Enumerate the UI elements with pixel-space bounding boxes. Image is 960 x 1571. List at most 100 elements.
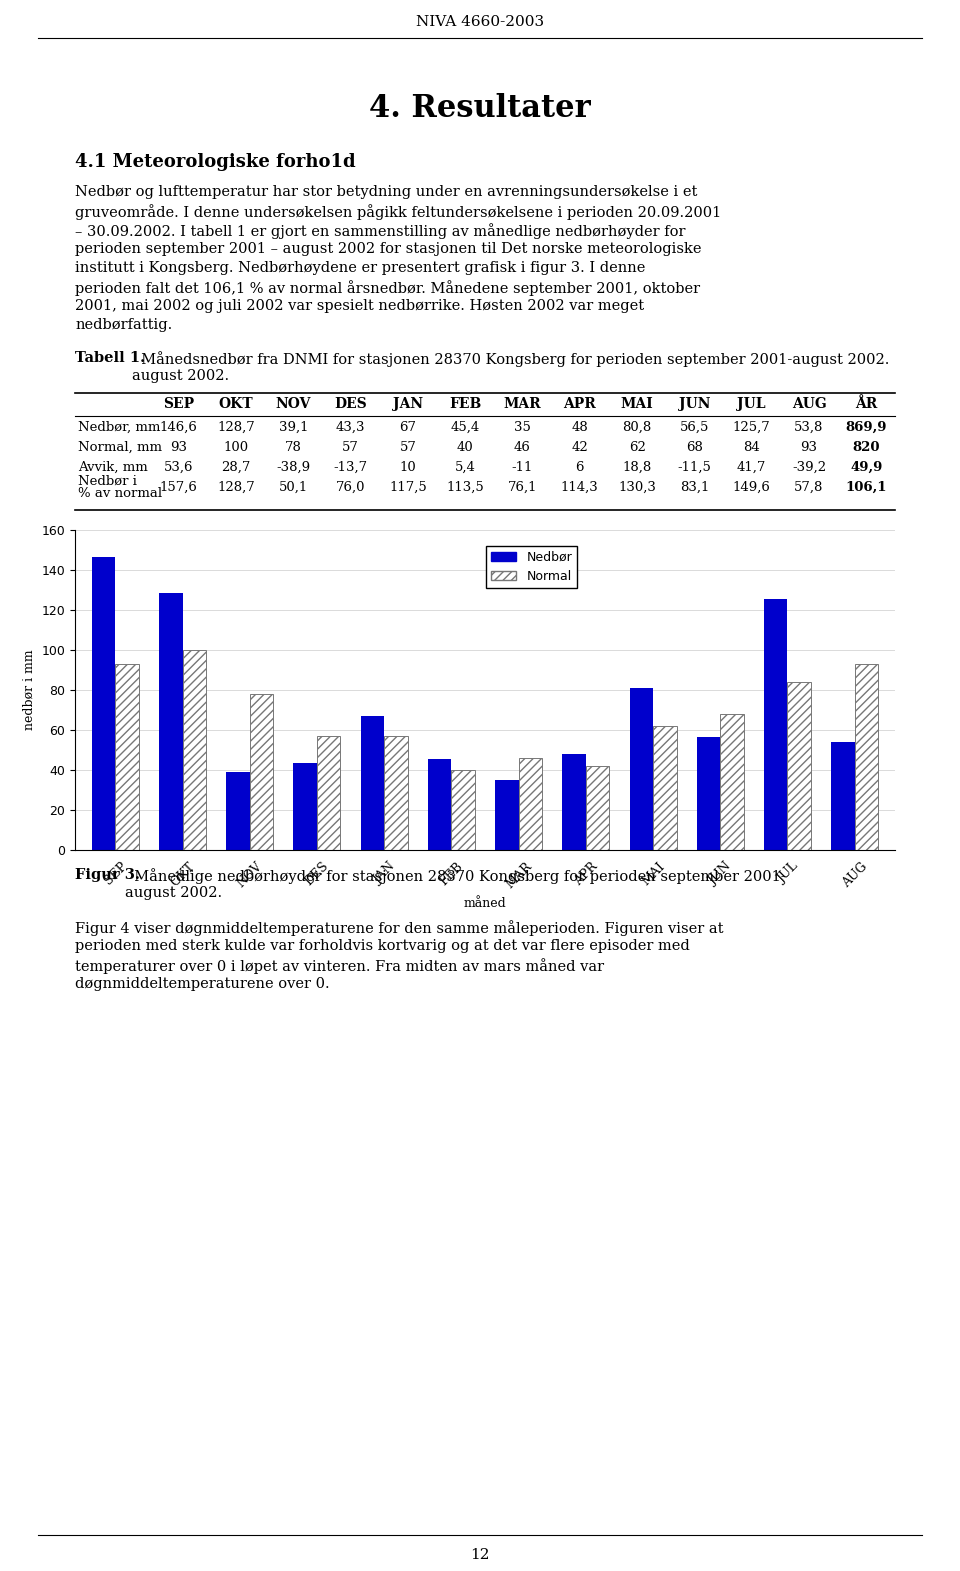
Text: 76,0: 76,0 — [336, 481, 366, 493]
Text: 39,1: 39,1 — [278, 421, 308, 434]
Text: 10: 10 — [399, 460, 417, 473]
Text: JUN: JUN — [679, 397, 710, 412]
Text: 50,1: 50,1 — [278, 481, 308, 493]
Text: 57,8: 57,8 — [794, 481, 824, 493]
Bar — [428, 759, 451, 850]
Text: Nedbør, mm: Nedbør, mm — [78, 421, 160, 434]
Bar — [451, 770, 475, 850]
Text: Nedbør og lufttemperatur har stor betydning under en avrenningsundersøkelse i et: Nedbør og lufttemperatur har stor betydn… — [75, 185, 697, 200]
Text: 128,7: 128,7 — [217, 481, 254, 493]
Bar — [115, 665, 139, 850]
Text: 2001, mai 2002 og juli 2002 var spesielt nedbørrike. Høsten 2002 var meget: 2001, mai 2002 og juli 2002 var spesielt… — [75, 298, 644, 313]
Text: 48: 48 — [571, 421, 588, 434]
Bar — [92, 556, 115, 850]
Text: 106,1: 106,1 — [846, 481, 887, 493]
Bar — [586, 767, 610, 850]
Text: MAI: MAI — [621, 397, 654, 412]
Text: institutt i Kongsberg. Nedbørhøydene er presentert grafisk i figur 3. I denne: institutt i Kongsberg. Nedbørhøydene er … — [75, 261, 645, 275]
Text: 84: 84 — [743, 440, 760, 454]
Text: NOV: NOV — [276, 397, 311, 412]
Bar — [518, 757, 542, 850]
Text: 57: 57 — [399, 440, 417, 454]
Text: 4. Resultater: 4. Resultater — [370, 93, 590, 124]
Bar — [563, 754, 586, 850]
Text: 49,9: 49,9 — [851, 460, 882, 473]
Text: 6: 6 — [576, 460, 584, 473]
X-axis label: måned: måned — [464, 897, 506, 910]
Text: august 2002.: august 2002. — [132, 369, 229, 383]
Text: -11,5: -11,5 — [678, 460, 711, 473]
Text: 46: 46 — [514, 440, 531, 454]
Text: OKT: OKT — [219, 397, 253, 412]
Text: 157,6: 157,6 — [159, 481, 198, 493]
Text: Avvik, mm: Avvik, mm — [78, 460, 148, 473]
Bar — [630, 688, 653, 850]
Text: 28,7: 28,7 — [221, 460, 251, 473]
Y-axis label: nedbør i mm: nedbør i mm — [23, 650, 36, 731]
Bar — [361, 716, 384, 850]
Text: Normal, mm: Normal, mm — [78, 440, 162, 454]
Text: NIVA 4660-2003: NIVA 4660-2003 — [416, 16, 544, 28]
Text: Figur 3.: Figur 3. — [75, 869, 140, 881]
Text: 114,3: 114,3 — [561, 481, 599, 493]
Text: -13,7: -13,7 — [333, 460, 368, 473]
Text: ÅR: ÅR — [855, 397, 877, 412]
Bar — [159, 592, 182, 850]
Text: 57: 57 — [342, 440, 359, 454]
Text: JAN: JAN — [393, 397, 423, 412]
Text: Tabell 1.: Tabell 1. — [75, 350, 145, 364]
Text: Nedbør i: Nedbør i — [78, 474, 137, 487]
Text: nedbørfattig.: nedbørfattig. — [75, 317, 172, 331]
Text: 80,8: 80,8 — [622, 421, 652, 434]
Text: SEP: SEP — [163, 397, 194, 412]
Text: perioden med sterk kulde var forholdvis kortvarig og at det var flere episoder m: perioden med sterk kulde var forholdvis … — [75, 939, 689, 954]
Bar — [317, 735, 341, 850]
Text: 78: 78 — [285, 440, 301, 454]
Text: APR: APR — [564, 397, 596, 412]
Text: perioden september 2001 – august 2002 for stasjonen til Det norske meteorologisk: perioden september 2001 – august 2002 fo… — [75, 242, 702, 256]
Bar — [831, 743, 854, 850]
Text: 4.1 Meteorologiske forho1d: 4.1 Meteorologiske forho1d — [75, 152, 355, 171]
Text: 149,6: 149,6 — [732, 481, 771, 493]
Text: AUG: AUG — [792, 397, 827, 412]
Text: 146,6: 146,6 — [159, 421, 198, 434]
Text: 100: 100 — [224, 440, 249, 454]
Text: 117,5: 117,5 — [389, 481, 427, 493]
Text: 18,8: 18,8 — [622, 460, 652, 473]
Text: 35: 35 — [514, 421, 531, 434]
Bar — [227, 771, 250, 850]
Bar — [653, 726, 677, 850]
Text: 41,7: 41,7 — [737, 460, 766, 473]
Text: 869,9: 869,9 — [846, 421, 887, 434]
Text: 43,3: 43,3 — [336, 421, 366, 434]
Text: – 30.09.2002. I tabell 1 er gjort en sammenstilling av månedlige nedbørhøyder fo: – 30.09.2002. I tabell 1 er gjort en sam… — [75, 223, 685, 239]
Bar — [720, 713, 744, 850]
Text: FEB: FEB — [449, 397, 481, 412]
Text: 5,4: 5,4 — [455, 460, 475, 473]
Legend: Nedbør, Normal: Nedbør, Normal — [487, 545, 577, 588]
Bar — [697, 737, 720, 850]
Text: 125,7: 125,7 — [732, 421, 771, 434]
Text: 40: 40 — [457, 440, 473, 454]
Text: 93: 93 — [170, 440, 187, 454]
Text: -38,9: -38,9 — [276, 460, 310, 473]
Text: august 2002.: august 2002. — [125, 886, 222, 900]
Bar — [182, 650, 206, 850]
Text: 820: 820 — [852, 440, 880, 454]
Text: 68: 68 — [686, 440, 703, 454]
Bar — [787, 682, 811, 850]
Text: MAR: MAR — [504, 397, 541, 412]
Text: -11: -11 — [512, 460, 533, 473]
Text: 12: 12 — [470, 1547, 490, 1562]
Text: 113,5: 113,5 — [446, 481, 484, 493]
Text: 83,1: 83,1 — [680, 481, 709, 493]
Text: % av normal: % av normal — [78, 487, 162, 500]
Bar — [384, 735, 408, 850]
Text: 67: 67 — [399, 421, 417, 434]
Text: 42: 42 — [571, 440, 588, 454]
Text: Månedsnedbør fra DNMI for stasjonen 28370 Kongsberg for perioden september 2001-: Månedsnedbør fra DNMI for stasjonen 2837… — [132, 350, 889, 368]
Bar — [294, 764, 317, 850]
Text: 128,7: 128,7 — [217, 421, 254, 434]
Bar — [250, 694, 274, 850]
Bar — [764, 599, 787, 850]
